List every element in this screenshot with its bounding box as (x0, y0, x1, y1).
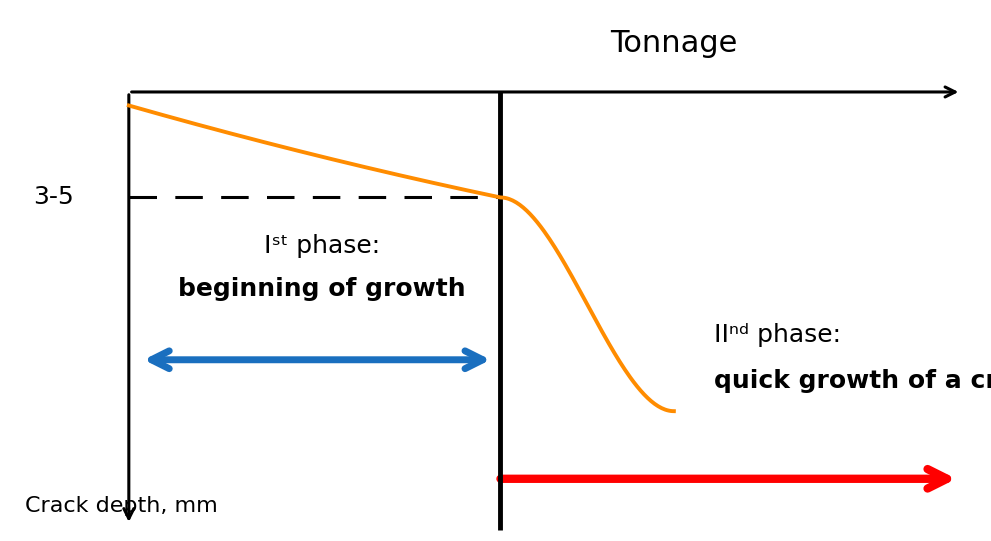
Text: quick growth of a crack: quick growth of a crack (714, 370, 991, 393)
Text: 3-5: 3-5 (34, 186, 74, 209)
Text: Iˢᵗ phase:: Iˢᵗ phase: (264, 234, 381, 258)
Text: Crack depth, mm: Crack depth, mm (25, 496, 218, 516)
Text: Tonnage: Tonnage (610, 29, 737, 58)
Text: IIⁿᵈ phase:: IIⁿᵈ phase: (714, 324, 840, 347)
Text: beginning of growth: beginning of growth (178, 278, 466, 301)
